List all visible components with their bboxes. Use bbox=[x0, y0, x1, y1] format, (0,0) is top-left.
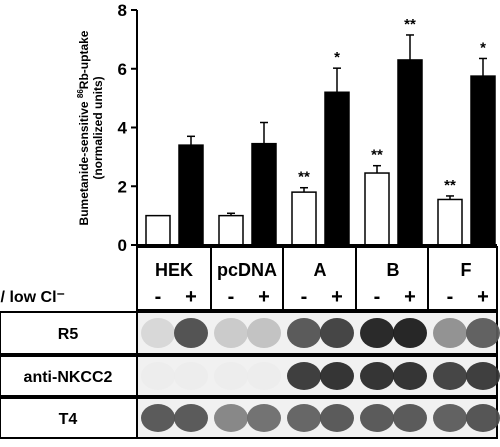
significance-label: ** bbox=[371, 147, 383, 164]
condition-sign: - bbox=[374, 286, 381, 308]
condition-sign: - bbox=[228, 286, 235, 308]
significance-label: ** bbox=[444, 177, 456, 194]
bar-pcDNA-minus bbox=[218, 214, 244, 246]
blot-band bbox=[320, 318, 354, 348]
blot-band bbox=[214, 404, 248, 432]
blot-band bbox=[466, 318, 500, 348]
y-tick-label: 2 bbox=[118, 177, 127, 196]
blot-row-label: R5 bbox=[58, 326, 79, 343]
blot-band bbox=[247, 318, 281, 348]
blot-band bbox=[247, 362, 281, 390]
blot-band bbox=[174, 318, 208, 348]
blot-band bbox=[466, 362, 500, 390]
bar-F-plus bbox=[470, 75, 496, 246]
y-tick-label: 8 bbox=[118, 1, 127, 20]
blot-band bbox=[466, 404, 500, 432]
blot-band bbox=[287, 318, 321, 348]
group-label-pcDNA: pcDNA bbox=[217, 260, 277, 280]
condition-sign: + bbox=[477, 286, 489, 308]
blot-band bbox=[141, 404, 175, 432]
blot-band bbox=[287, 404, 321, 432]
blot-band bbox=[287, 362, 321, 390]
blot-band bbox=[320, 404, 354, 432]
blot-row-label: anti-NKCC2 bbox=[24, 369, 113, 386]
y-axis-label: Bumetanide-sensitive 86Rb-uptake bbox=[76, 30, 91, 225]
blot-band bbox=[360, 404, 394, 432]
condition-sign: - bbox=[301, 286, 308, 308]
blot-band bbox=[433, 362, 467, 390]
condition-sign: + bbox=[331, 286, 343, 308]
significance-label: ** bbox=[404, 16, 416, 33]
bar-B-minus bbox=[364, 172, 390, 246]
y-axis-label-sup: 86 bbox=[76, 89, 85, 98]
y-axis-units: (normalized units) bbox=[91, 76, 105, 179]
y-tick-label: 4 bbox=[118, 119, 128, 138]
group-label-HEK: HEK bbox=[155, 260, 193, 280]
significance-label: * bbox=[480, 39, 486, 56]
condition-sign: + bbox=[404, 286, 416, 308]
condition-sign: + bbox=[185, 286, 197, 308]
bar-pcDNA-plus bbox=[251, 142, 277, 246]
y-tick-label: 6 bbox=[118, 60, 127, 79]
blot-band bbox=[320, 362, 354, 390]
blot-band bbox=[393, 404, 427, 432]
bar-B-plus bbox=[397, 59, 423, 246]
bar-HEK-minus bbox=[145, 214, 171, 246]
condition-sign: - bbox=[155, 286, 162, 308]
blot-band bbox=[247, 404, 281, 432]
blot-band bbox=[360, 362, 394, 390]
significance-label: ** bbox=[298, 169, 310, 186]
bar-A-minus bbox=[291, 191, 317, 246]
y-axis-label-prefix: Bumetanide-sensitive bbox=[77, 98, 91, 225]
y-tick-label: 0 bbox=[118, 236, 127, 255]
blot-band bbox=[141, 318, 175, 348]
group-header-frame bbox=[136, 246, 498, 311]
condition-sign: - bbox=[447, 286, 454, 308]
bar-HEK-plus bbox=[178, 144, 204, 246]
group-label-A: A bbox=[314, 260, 327, 280]
bar-F-minus bbox=[437, 198, 463, 246]
blot-band bbox=[141, 362, 175, 390]
blot-band bbox=[393, 362, 427, 390]
blot-band bbox=[174, 362, 208, 390]
blot-band bbox=[214, 362, 248, 390]
condition-label: hypo / low Cl⁻ bbox=[0, 289, 65, 306]
condition-sign: + bbox=[258, 286, 270, 308]
significance-label: * bbox=[334, 49, 340, 66]
blot-band bbox=[393, 318, 427, 348]
blot-band bbox=[214, 318, 248, 348]
blot-band bbox=[433, 318, 467, 348]
y-axis-label-suffix: Rb-uptake bbox=[77, 30, 91, 89]
blot-band bbox=[360, 318, 394, 348]
bar-A-plus bbox=[324, 91, 350, 246]
group-label-F: F bbox=[461, 260, 472, 280]
blot-band bbox=[433, 404, 467, 432]
group-label-B: B bbox=[387, 260, 400, 280]
blot-row-label: T4 bbox=[59, 411, 78, 428]
blot-band bbox=[174, 404, 208, 432]
